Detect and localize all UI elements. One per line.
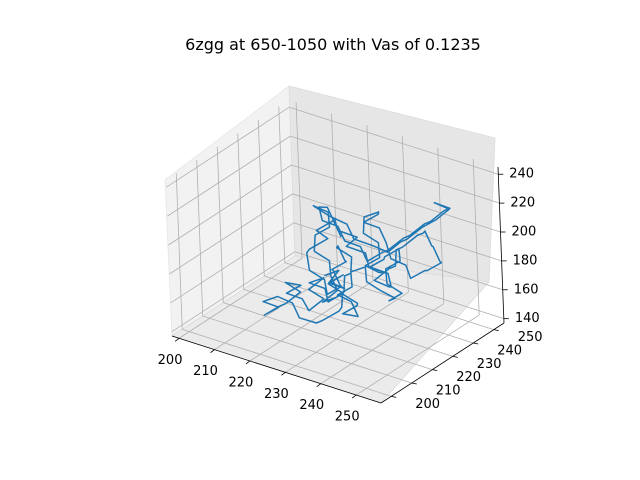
grid-lines xyxy=(166,102,504,397)
z-tick-label: 240 xyxy=(509,167,534,182)
y-tick-label: 200 xyxy=(415,397,440,412)
y-gridline xyxy=(264,275,474,344)
z-gridline xyxy=(293,222,503,291)
x-gridline xyxy=(355,314,480,396)
y-tick-label: 220 xyxy=(456,370,481,385)
y-gridline xyxy=(223,302,433,371)
y-gridline xyxy=(216,146,224,303)
y-gridline xyxy=(202,315,412,384)
z-tick-label: 160 xyxy=(514,282,539,297)
z-gridline xyxy=(292,193,502,262)
x-tick-label: 230 xyxy=(264,387,289,402)
z-gridline xyxy=(171,251,296,333)
z-gridline xyxy=(166,106,290,188)
y-tick-mark xyxy=(411,382,417,385)
x-tick-mark xyxy=(174,337,180,342)
y-gridline xyxy=(243,288,453,357)
x-tick-mark xyxy=(281,372,286,376)
chart-title: 6zgg at 650-1050 with Vas of 0.1235 xyxy=(185,35,481,54)
x-tick-mark xyxy=(316,383,322,388)
z-gridline xyxy=(168,164,292,246)
z-tick-label: 140 xyxy=(515,311,540,326)
x-tick-label: 220 xyxy=(229,375,254,390)
x-gridline xyxy=(472,159,480,316)
y-gridline xyxy=(278,106,286,263)
y-tick-mark xyxy=(493,329,499,332)
z-gridline xyxy=(170,222,294,304)
z-gridline xyxy=(290,135,500,204)
y-gridline xyxy=(196,159,204,317)
x-gridline xyxy=(320,303,444,385)
y-tick-label: 210 xyxy=(436,384,461,399)
y-tick-label: 230 xyxy=(477,357,502,372)
x-gridline xyxy=(331,113,338,270)
z-tick-label: 200 xyxy=(512,225,537,240)
y-tick-mark xyxy=(452,355,458,358)
x-gridline xyxy=(285,292,409,373)
y-tick-label: 240 xyxy=(497,344,522,359)
x-tick-mark xyxy=(245,360,251,365)
y-axis-line xyxy=(380,322,505,404)
axis-ticks: 2002102202302402502002102202302402501401… xyxy=(158,167,543,425)
series-line xyxy=(262,201,451,324)
x-tick-label: 200 xyxy=(158,353,183,368)
x-axis-line xyxy=(171,335,382,404)
z-gridline xyxy=(289,106,499,175)
x-tick-label: 250 xyxy=(335,410,360,425)
axis-lines xyxy=(171,166,505,404)
plot-area xyxy=(262,201,451,324)
y-gridline xyxy=(257,119,265,277)
y-gridline xyxy=(175,173,183,330)
z-axis-line xyxy=(497,166,505,324)
y-tick-mark xyxy=(473,342,479,345)
z-tick-label: 220 xyxy=(510,196,535,211)
y-tick-label: 250 xyxy=(518,330,543,345)
x-tick-label: 210 xyxy=(193,364,218,379)
x-tick-mark xyxy=(210,349,215,353)
z-gridline xyxy=(291,164,501,233)
y-gridline xyxy=(182,328,392,397)
z-gridline xyxy=(167,135,291,217)
z-gridline xyxy=(169,193,293,275)
y-tick-mark xyxy=(391,395,397,398)
x-gridline xyxy=(366,124,374,281)
z-tick-label: 180 xyxy=(513,253,538,268)
y-gridline xyxy=(237,133,245,290)
x-gridline xyxy=(437,147,445,304)
x-gridline xyxy=(178,257,303,339)
x-tick-label: 240 xyxy=(299,398,324,413)
y-tick-mark xyxy=(432,369,438,372)
x-gridline xyxy=(295,102,303,259)
y-gridline xyxy=(284,262,494,331)
x-gridline xyxy=(401,136,409,293)
x-tick-mark xyxy=(351,394,357,399)
